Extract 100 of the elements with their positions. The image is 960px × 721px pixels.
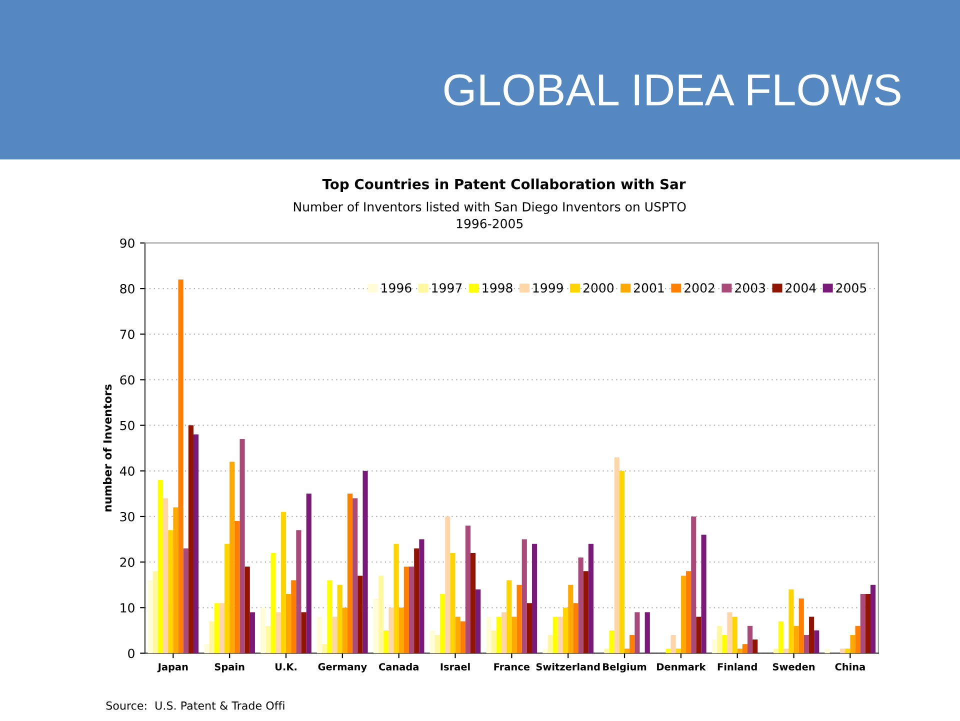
bar — [624, 648, 630, 654]
bar — [266, 626, 271, 654]
bar — [163, 498, 168, 654]
bar — [496, 616, 502, 654]
bar — [578, 558, 584, 654]
bar — [548, 634, 553, 654]
bar — [634, 612, 640, 654]
bar — [158, 480, 164, 654]
bar — [604, 648, 610, 654]
y-tick-label: 0 — [128, 648, 134, 658]
legend-label: 2002 — [684, 283, 714, 293]
bar — [317, 616, 322, 654]
bar — [291, 580, 296, 654]
bar — [502, 612, 507, 654]
bar — [845, 648, 850, 654]
bar — [670, 634, 676, 654]
bar — [522, 539, 527, 654]
bar — [742, 644, 748, 654]
bar — [219, 603, 225, 654]
x-tick-label: Belgium — [603, 662, 646, 672]
bar — [337, 584, 342, 654]
bar — [178, 279, 184, 654]
bar — [784, 648, 789, 654]
bar — [691, 516, 696, 654]
bar — [209, 621, 214, 654]
bar — [516, 584, 522, 654]
bar — [398, 608, 404, 654]
bar — [276, 612, 281, 654]
x-tick-label: France — [494, 663, 530, 670]
bar — [358, 576, 363, 654]
bar — [188, 425, 194, 654]
bar — [244, 566, 250, 654]
y-tick-label: 10 — [120, 603, 134, 613]
bar — [512, 616, 517, 654]
bar — [378, 576, 384, 654]
bar — [701, 534, 706, 654]
bar — [260, 608, 266, 654]
bar — [814, 630, 820, 654]
bar — [214, 603, 220, 654]
bar — [362, 470, 368, 654]
bar — [676, 648, 681, 654]
x-tick-label: China — [835, 662, 865, 670]
bar — [619, 470, 625, 654]
bar — [332, 616, 338, 654]
bar — [224, 544, 230, 654]
bar — [568, 584, 574, 654]
bar — [445, 516, 450, 654]
y-tick-label: 80 — [120, 284, 134, 294]
bar — [680, 576, 686, 654]
bar — [342, 608, 348, 654]
bar — [465, 526, 470, 654]
bar — [532, 544, 538, 654]
bar — [491, 630, 496, 654]
bar — [388, 608, 394, 654]
bar — [804, 634, 810, 654]
bar — [455, 616, 460, 654]
bar — [373, 598, 379, 654]
bar — [526, 603, 532, 654]
legend-label: 2003 — [735, 283, 766, 293]
bar — [573, 603, 578, 654]
bar — [301, 612, 306, 654]
bar — [794, 626, 799, 654]
y-axis-title: number of Inventors — [103, 384, 112, 512]
bar — [450, 552, 456, 654]
bar — [486, 616, 492, 654]
bar — [552, 616, 558, 654]
x-tick-label: Sweden — [772, 662, 815, 670]
bar — [434, 634, 440, 654]
bar — [352, 498, 358, 654]
bar — [563, 608, 568, 654]
bar — [686, 571, 692, 654]
bar — [614, 457, 620, 654]
text: GLOBAL IDEA FLOWS — [444, 74, 900, 106]
bar — [394, 544, 399, 654]
bar — [630, 634, 635, 654]
bar — [306, 494, 312, 654]
bar — [173, 507, 178, 654]
x-tick-label: U.K. — [275, 663, 296, 670]
y-tick-label: 20 — [120, 558, 134, 567]
bar — [470, 552, 476, 654]
y-tick-label: 60 — [120, 375, 134, 385]
chart-subtitle: Number of Inventors listed with San Diego Inventors on USPTO 1996-2005 — [294, 202, 686, 228]
x-tick-label: Spain — [214, 662, 244, 672]
bar — [348, 494, 353, 654]
bar — [798, 598, 804, 654]
legend-label: 2000 — [583, 283, 614, 293]
bar — [860, 594, 866, 654]
bar — [148, 580, 153, 654]
bar — [230, 462, 235, 654]
bar — [588, 544, 594, 654]
bar — [384, 630, 389, 654]
bar — [430, 630, 435, 654]
x-tick-label: Germany — [318, 663, 367, 672]
bar — [855, 626, 860, 654]
bar — [727, 612, 732, 654]
bar — [440, 594, 446, 654]
bar — [773, 648, 779, 654]
bar — [234, 521, 240, 654]
legend-label: 1998 — [482, 283, 512, 293]
bar — [583, 571, 588, 654]
